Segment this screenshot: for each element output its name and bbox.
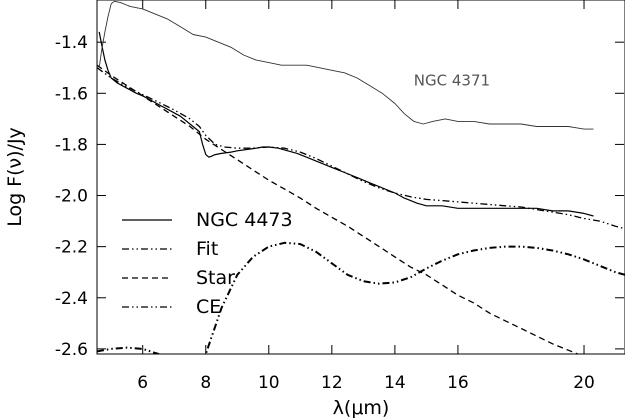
y-tick-label: -1.4 [55, 33, 88, 53]
y-tick-label: -2.0 [55, 187, 88, 207]
annotation: NGC 4371 [414, 72, 490, 90]
legend-label-fit: Fit [196, 238, 218, 260]
legend: NGC 4473 Fit Star CE [122, 209, 293, 318]
x-tick-label: 12 [321, 373, 343, 393]
x-tick-label: 20 [573, 373, 595, 393]
legend-label-star: Star [196, 267, 235, 289]
x-tick-label: 10 [258, 373, 280, 393]
ngc4371-label: NGC 4371 [414, 72, 490, 90]
series-star [97, 64, 580, 354]
series-ngc-4371 [98, 0, 594, 130]
series-ce [97, 241, 625, 354]
x-tick-label: 6 [137, 373, 148, 393]
legend-label-ngc-4473: NGC 4473 [196, 209, 293, 231]
legend-label-ce: CE [196, 296, 221, 318]
x-tick-label: 8 [200, 373, 211, 393]
y-tick-label: -2.4 [55, 289, 88, 309]
y-tick-label: -1.6 [55, 84, 88, 104]
y-tick-label: -2.6 [55, 340, 88, 360]
y-axis-label: Log F(ν)/Jy [4, 127, 26, 227]
series-fit [97, 67, 625, 230]
y-tick-label: -2.2 [55, 238, 88, 258]
x-tick-label: 14 [384, 373, 406, 393]
plot-frame [96, 0, 625, 355]
x-tick-label: 16 [447, 373, 469, 393]
axis-ticks: 6 8 10 12 14 16 20 -1.4 -1.6 -1.8 -2.0 -2.2 -2.4 -2.6 [55, 0, 624, 393]
y-tick-label: -1.8 [55, 135, 88, 155]
data-series [97, 0, 625, 354]
x-axis-label: λ(μm) [333, 397, 390, 419]
